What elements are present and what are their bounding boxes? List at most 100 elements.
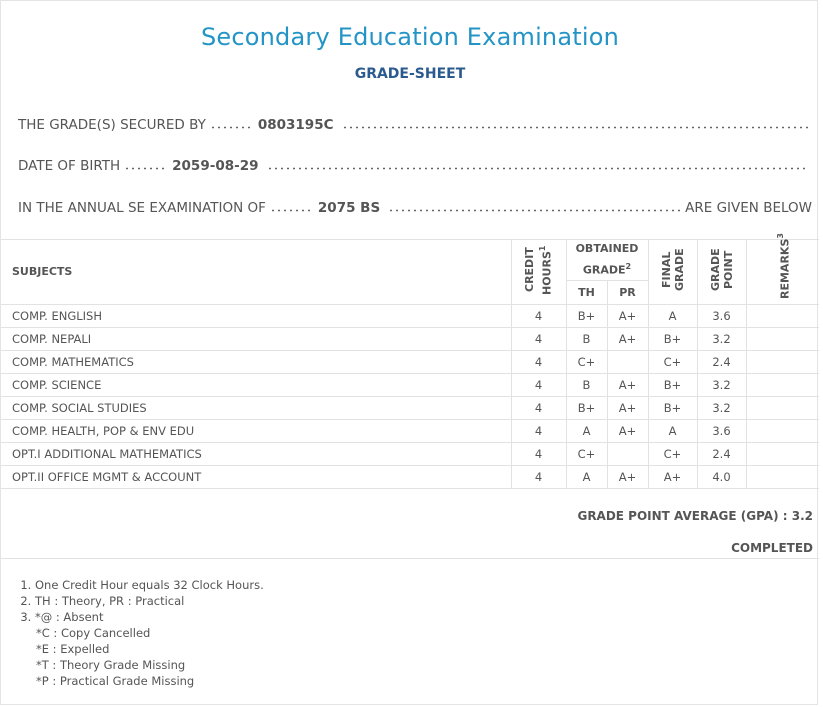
- table-cell: A+: [606, 326, 649, 351]
- gpa-label: GRADE POINT AVERAGE (GPA) :: [577, 509, 788, 523]
- table-cell: A+: [606, 372, 649, 397]
- table-cell: B: [565, 326, 608, 351]
- table-cell: 4: [510, 441, 567, 466]
- table-row: OPT.II OFFICE MGMT & ACCOUNT 4 A A+ A+ 4.0: [1, 464, 819, 489]
- info-label: DATE OF BIRTH: [18, 158, 121, 174]
- info-suffix: ARE GIVEN BELOW: [685, 200, 812, 216]
- table-cell: B+: [647, 395, 698, 420]
- table-cell: 4: [510, 372, 567, 397]
- remarks-cell: [745, 326, 819, 351]
- remarks-cell: [745, 464, 819, 489]
- header-cell: SUBJECTS: [1, 239, 512, 305]
- footnote-ref: 3: [775, 233, 785, 239]
- gpa-value: 3.2: [791, 509, 813, 523]
- header-cell: PR: [606, 279, 648, 305]
- table-cell: 3.2: [696, 395, 747, 420]
- remarks-cell: [745, 418, 819, 443]
- table-cell: A: [565, 464, 608, 489]
- remarks-cell: [745, 441, 819, 466]
- table-cell: COMP. NEPALI: [1, 326, 512, 351]
- table-cell: 4.0: [696, 464, 747, 489]
- table-cell: 4: [510, 349, 567, 374]
- table-cell: 3.6: [696, 303, 747, 328]
- info-line: IN THE ANNUAL SE EXAMINATION OF 2075 BS …: [18, 200, 812, 216]
- header-cell: CREDIT HOURS1: [510, 239, 567, 305]
- note-item: TH : Theory, PR : Practical: [35, 593, 264, 609]
- header-label: CREDIT HOURS: [523, 247, 554, 296]
- header-label: OBTAINED GRADE: [575, 242, 639, 277]
- table-row: COMP. NEPALI 4 B A+ B+ 3.2: [1, 326, 819, 351]
- table-cell: COMP. SOCIAL STUDIES: [1, 395, 512, 420]
- table-cell: B: [565, 372, 608, 397]
- table-cell: B+: [565, 303, 608, 328]
- table-cell: B+: [647, 372, 698, 397]
- table-cell: B+: [647, 326, 698, 351]
- info-label: THE GRADE(S) SECURED BY: [18, 117, 206, 133]
- note-subitem: *P : Practical Grade Missing: [36, 674, 195, 688]
- title: Secondary Education Examination: [200, 23, 620, 51]
- table-cell: A+: [606, 395, 649, 420]
- gpa: GRADE POINT AVERAGE (GPA) : 3.2: [577, 509, 813, 523]
- table-cell: A+: [606, 464, 649, 489]
- header-cell: FINAL GRADE: [647, 239, 698, 305]
- note-text: TH : Theory, PR : Practical: [35, 594, 185, 608]
- divider: [1, 558, 819, 559]
- table-row: COMP. ENGLISH 4 B+ A+ A 3.6: [1, 303, 819, 328]
- info-label: IN THE ANNUAL SE EXAMINATION OF: [18, 200, 266, 216]
- table-cell: OPT.II OFFICE MGMT & ACCOUNT: [1, 464, 512, 489]
- table-cell: COMP. ENGLISH: [1, 303, 512, 328]
- table-cell: C+: [565, 441, 608, 466]
- table-row: COMP. SOCIAL STUDIES 4 B+ A+ B+ 3.2: [1, 395, 819, 420]
- note-subitem: *T : Theory Grade Missing: [36, 658, 186, 672]
- header-cell: TH: [566, 279, 608, 305]
- footnote-ref: 1: [538, 245, 548, 252]
- note-subitem: *C : Copy Cancelled: [36, 626, 151, 640]
- footnote-ref: 2: [625, 262, 632, 271]
- header-label: TH: [578, 285, 595, 299]
- leader: [266, 167, 808, 170]
- leader: [124, 167, 165, 170]
- table-cell: A+: [606, 418, 649, 443]
- note-text: *@ : Absent: [35, 610, 104, 624]
- table-cell: C+: [565, 349, 608, 374]
- table-cell: 3.2: [696, 372, 747, 397]
- table-cell: C+: [647, 441, 698, 466]
- remarks-cell: [745, 395, 819, 420]
- table-cell: 2.4: [696, 349, 747, 374]
- table-cell: 4: [510, 418, 567, 443]
- table-row: COMP. SCIENCE 4 B A+ B+ 3.2: [1, 372, 819, 397]
- notes: One Credit Hour equals 32 Clock Hours. TH…: [1, 577, 264, 689]
- header-label: FINAL GRADE: [659, 249, 686, 292]
- table-cell: 2.4: [696, 441, 747, 466]
- table-cell: A: [565, 418, 608, 443]
- table-cell: 4: [510, 303, 567, 328]
- header-label: SUBJECTS: [12, 265, 73, 279]
- table-cell: A+: [606, 303, 649, 328]
- note-sublist: *C : Copy Cancelled *E : Expelled *T : The…: [36, 625, 264, 689]
- table-row: OPT.I ADDITIONAL MATHEMATICS 4 C+ C+ 2.4: [1, 441, 819, 466]
- info-value: 2059-08-29: [172, 158, 259, 174]
- table-cell: [606, 349, 649, 374]
- remarks-cell: [745, 372, 819, 397]
- table-cell: A+: [647, 464, 698, 489]
- table-cell: COMP. SCIENCE: [1, 372, 512, 397]
- subtitle: GRADE-SHEET: [354, 66, 466, 82]
- leader: [269, 209, 310, 212]
- status: COMPLETED: [731, 541, 813, 555]
- table-cell: A: [647, 303, 698, 328]
- remarks-cell: [745, 303, 819, 328]
- table-row: COMP. HEALTH, POP & ENV EDU 4 A A+ A 3.6: [1, 418, 819, 443]
- table-cell: COMP. HEALTH, POP & ENV EDU: [1, 418, 512, 443]
- table-row: COMP. MATHEMATICS 4 C+ C+ 2.4: [1, 349, 819, 374]
- table-cell: B+: [565, 395, 608, 420]
- info-line: DATE OF BIRTH 2059-08-29: [18, 158, 812, 174]
- grade-table: SUBJECTS CREDIT HOURS1 OBTAINED GRADE2 F…: [1, 233, 819, 489]
- leader: [388, 209, 682, 212]
- note-item: One Credit Hour equals 32 Clock Hours.: [35, 577, 264, 593]
- table-cell: 3.6: [696, 418, 747, 443]
- remarks-cell: [745, 349, 819, 374]
- info-line: THE GRADE(S) SECURED BY 0803195C: [18, 117, 812, 133]
- leader: [209, 126, 250, 129]
- table-cell: COMP. MATHEMATICS: [1, 349, 512, 374]
